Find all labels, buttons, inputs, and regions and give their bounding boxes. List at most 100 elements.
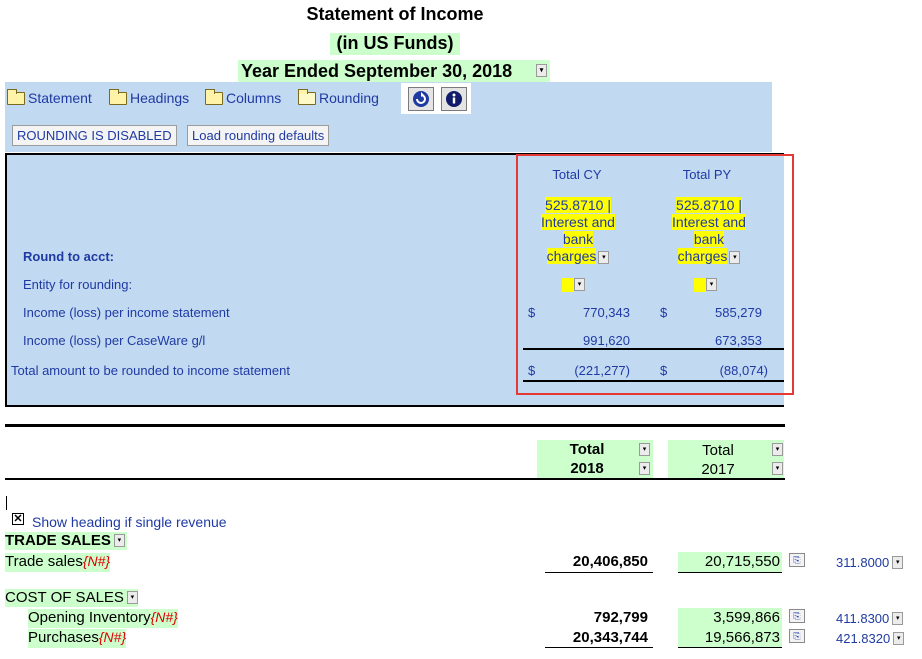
cell-detail-icon[interactable]: ⎘ [789, 629, 805, 643]
period-text: Year Ended September 30, 2018 [241, 61, 513, 81]
tab-rounding[interactable]: Rounding [298, 88, 379, 106]
rounding-panel [5, 153, 784, 407]
refresh-icon[interactable] [408, 87, 434, 111]
purchases-py-rule [678, 647, 782, 648]
trade-sales-acct[interactable]: 311.8000 [836, 554, 904, 572]
opening-inventory-acct[interactable]: 411.8300 [836, 610, 904, 628]
entity-py-field[interactable] [694, 277, 706, 292]
opening-inventory-acct-text: 411.8300 [836, 611, 890, 626]
cell-detail-icon[interactable]: ⎘ [789, 609, 805, 623]
column-cy-dropdown-2[interactable] [639, 462, 650, 475]
opening-inventory-py[interactable]: 3,599,866 [678, 608, 782, 628]
entity-cy-select[interactable] [562, 276, 585, 294]
total-rounded-label: Total amount to be rounded to income sta… [11, 363, 290, 378]
trade-sales-py-rule [678, 572, 782, 573]
column-py-dropdown-2[interactable] [772, 462, 783, 475]
period-heading[interactable]: Year Ended September 30, 2018 [238, 60, 550, 82]
opening-inventory-text: Opening Inventory [28, 609, 151, 626]
entity-rounding-label: Entity for rounding: [23, 277, 133, 292]
purchases-label[interactable]: Purchases{N#} [28, 629, 127, 648]
entity-cy-dropdown[interactable] [574, 278, 585, 292]
column-py-line1: Total [702, 442, 734, 459]
column-py-line2: 2017 [701, 461, 735, 478]
rounding-disabled-button[interactable]: ROUNDING IS DISABLED [12, 125, 177, 146]
trade-sales-text: Trade sales [5, 553, 83, 570]
show-heading-checkbox[interactable]: ✕ [12, 513, 24, 525]
trade-sales-heading-dropdown[interactable] [113, 534, 125, 548]
period-dropdown[interactable] [536, 64, 547, 77]
purchases-py[interactable]: 19,566,873 [678, 628, 782, 648]
tab-headings[interactable]: Headings [109, 88, 190, 106]
folder-open-icon [298, 88, 316, 105]
folder-icon [7, 88, 25, 105]
currency-symbol: $ [660, 363, 668, 378]
acct-line: Interest and [672, 214, 746, 230]
trade-sales-label[interactable]: Trade sales{N#} [5, 553, 111, 572]
trade-sales-heading-text: TRADE SALES [5, 532, 111, 549]
total-rounded-py: (88,074) [719, 363, 768, 378]
tab-rounding-label: Rounding [319, 90, 379, 106]
purchases-acct-text: 421.8320 [836, 631, 891, 646]
column-py-dropdown-1[interactable] [772, 443, 783, 456]
cost-of-sales-heading[interactable]: COST OF SALES [5, 589, 138, 607]
acct-line: 525.8710 | [676, 197, 742, 213]
opening-inventory-cy: 792,799 [593, 609, 648, 626]
column-heading-cy[interactable]: Total 2018 [537, 440, 653, 478]
show-heading-label[interactable]: Show heading if single revenue [32, 514, 227, 530]
tab-statement[interactable]: Statement [7, 88, 92, 106]
income-stmt-cy: 770,343 [583, 305, 630, 320]
currency-symbol: $ [660, 305, 668, 320]
acct-line: bank [562, 231, 594, 247]
selection-outline [516, 154, 794, 395]
info-icon[interactable] [441, 87, 467, 111]
total-rule [523, 380, 784, 382]
acct-line: charges [546, 248, 597, 264]
acct-line: charges [677, 248, 728, 264]
tab-columns[interactable]: Columns [205, 88, 282, 106]
trade-sales-heading[interactable]: TRADE SALES [5, 532, 127, 550]
tab-columns-label: Columns [226, 90, 282, 106]
entity-py-select[interactable] [694, 276, 717, 294]
entity-cy-field[interactable] [562, 277, 574, 292]
load-rounding-defaults-button[interactable]: Load rounding defaults [187, 125, 330, 146]
income-stmt-py: 585,279 [715, 305, 762, 320]
trade-sales-acct-dropdown[interactable] [892, 556, 904, 570]
round-acct-cy[interactable]: 525.8710 | Interest and bank charges [528, 197, 628, 265]
subtotal-rule [523, 348, 784, 350]
section-divider [5, 424, 785, 427]
column-heading-py[interactable]: Total 2017 [668, 440, 784, 478]
opening-inventory-acct-dropdown[interactable] [892, 612, 904, 626]
trade-sales-py[interactable]: 20,715,550 [678, 552, 782, 572]
tab-bar [5, 82, 772, 114]
column-cy-line1: Total [569, 441, 605, 458]
entity-py-dropdown[interactable] [706, 278, 717, 292]
note-marker: {N#} [98, 629, 127, 645]
round-acct-py[interactable]: 525.8710 | Interest and bank charges [659, 197, 759, 265]
column-cy-line2: 2018 [570, 460, 604, 477]
column-heading-rule [5, 478, 785, 480]
income-gl-cy: 991,620 [583, 333, 630, 348]
purchases-acct-dropdown[interactable] [893, 632, 905, 646]
opening-inventory-label[interactable]: Opening Inventory{N#} [28, 609, 178, 628]
column-cy-dropdown-1[interactable] [639, 443, 650, 456]
purchases-cy-rule [545, 647, 653, 648]
income-gl-label: Income (loss) per CaseWare g/l [23, 333, 206, 348]
folder-icon [205, 88, 223, 105]
income-gl-py: 673,353 [715, 333, 762, 348]
round-acct-py-dropdown[interactable] [729, 250, 741, 264]
acct-line: bank [693, 231, 725, 247]
purchases-cy: 20,343,744 [572, 629, 648, 646]
col-header-cy: Total CY [552, 167, 602, 182]
col-header-py: Total PY [682, 167, 732, 182]
text-cursor [6, 496, 7, 510]
tab-statement-label: Statement [28, 90, 92, 106]
note-marker: {N#} [150, 609, 178, 625]
cell-detail-icon[interactable]: ⎘ [789, 553, 805, 567]
round-acct-cy-dropdown[interactable] [598, 250, 610, 264]
acct-line: 525.8710 | [545, 197, 611, 213]
tab-headings-label: Headings [130, 90, 190, 106]
cost-of-sales-dropdown[interactable] [126, 591, 138, 605]
currency-subtitle: (in US Funds) [330, 33, 460, 55]
currency-symbol: $ [528, 305, 536, 320]
purchases-acct[interactable]: 421.8320 [836, 630, 905, 648]
